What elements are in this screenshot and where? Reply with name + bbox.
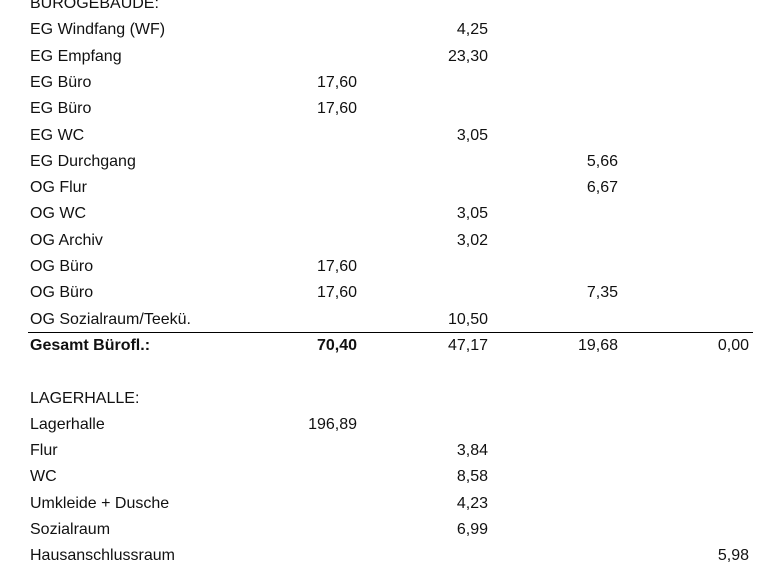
- area-value: 23,30: [447, 47, 488, 65]
- total-rule: [28, 331, 753, 333]
- row-label: EG Büro: [30, 100, 92, 118]
- area-value: 8,58: [456, 468, 488, 486]
- area-value: 7,35: [586, 284, 618, 302]
- row-label: Umkleide + Dusche: [30, 494, 170, 512]
- area-value: 5,66: [586, 152, 618, 170]
- row-label: Sozialraum: [30, 521, 111, 538]
- area-value: 17,60: [316, 284, 357, 302]
- area-value: 3,05: [456, 205, 488, 223]
- area-value: 196,89: [308, 415, 357, 433]
- area-value: 6,99: [456, 521, 488, 538]
- area-value: 47,17: [447, 336, 488, 354]
- row-label: Flur: [30, 442, 58, 460]
- row-label: OG WC: [30, 205, 86, 223]
- area-value: 17,60: [316, 73, 357, 91]
- row-label: EG Empfang: [30, 47, 122, 65]
- area-value: 5,98: [717, 547, 749, 565]
- row-label: EG WC: [30, 126, 85, 144]
- area-value: 4,25: [456, 21, 488, 39]
- row-label: Lagerhalle: [30, 415, 105, 433]
- area-value: 4,23: [456, 494, 488, 512]
- area-value: 17,60: [316, 258, 357, 275]
- area-value: 10,50: [447, 310, 488, 328]
- row-label: EG Büro: [30, 73, 92, 91]
- row-label: WC: [30, 468, 57, 486]
- row-label: Hausanschlussraum: [30, 547, 175, 565]
- area-value: 3,05: [456, 126, 488, 144]
- row-label: OG Büro: [30, 258, 94, 275]
- area-value: 6,67: [586, 179, 618, 197]
- area-value: 0,00: [717, 336, 749, 354]
- row-label: OG Büro: [30, 284, 94, 302]
- area-value: 19,68: [577, 336, 618, 354]
- section-title: LAGERHALLE:: [30, 389, 140, 407]
- row-label: EG Durchgang: [30, 152, 136, 170]
- area-value: 3,84: [456, 442, 488, 460]
- area-value: 70,40: [316, 336, 357, 354]
- row-label: OG Flur: [30, 179, 87, 197]
- row-label: OG Sozialraum/Teekü.: [30, 310, 191, 328]
- row-label: OG Archiv: [30, 231, 103, 249]
- area-value: 3,02: [456, 231, 488, 249]
- area-value: 17,60: [316, 100, 357, 118]
- row-label: EG Windfang (WF): [30, 21, 166, 39]
- section-title: BÜROGEBÄUDE:: [30, 0, 159, 12]
- row-label: Gesamt Bürofl.:: [30, 336, 151, 354]
